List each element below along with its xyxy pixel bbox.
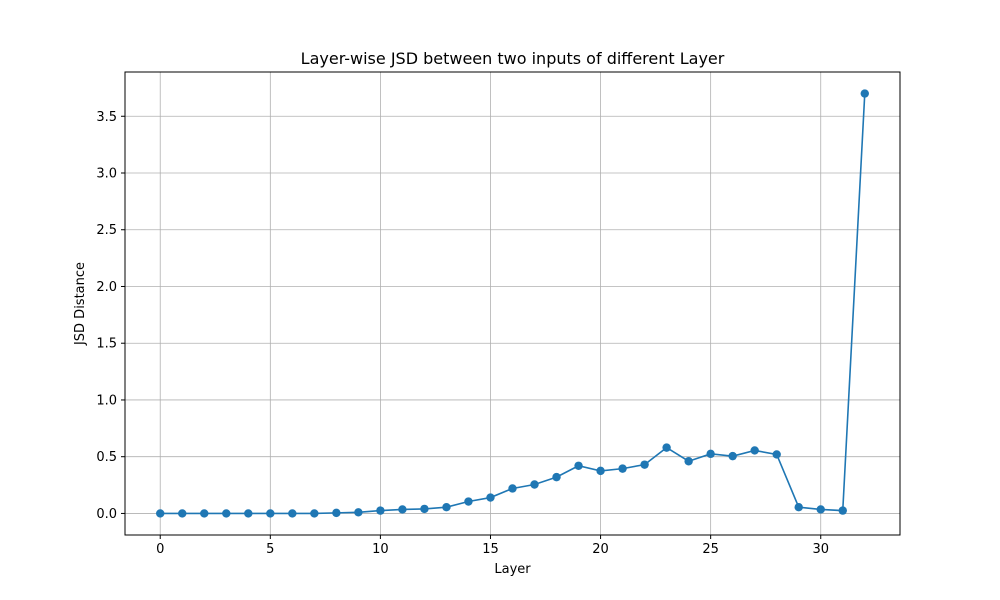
data-point [266,509,275,518]
y-tick-label: 2.5 [96,223,117,238]
data-point [574,461,583,470]
data-point [662,443,671,452]
data-point [442,502,451,512]
x-tick-label: 0 [156,542,164,557]
data-point [200,509,209,518]
data-point [508,484,517,493]
data-point [332,508,341,518]
y-tick-label: 3.0 [96,166,117,181]
x-tick-label: 10 [372,542,389,557]
data-point [596,466,605,476]
data-point [420,504,429,514]
data-point [398,505,407,514]
data-point [618,464,627,473]
chart-title: Layer-wise JSD between two inputs of dif… [301,49,725,68]
data-point [860,89,869,98]
data-point [376,506,385,515]
x-tick-label: 5 [266,542,274,557]
y-tick-label: 1.0 [96,393,117,408]
data-point [244,509,253,518]
data-point [816,505,825,514]
x-tick-label: 15 [482,542,499,557]
data-point [288,509,297,518]
data-point [794,502,803,512]
plot-frame [124,71,901,536]
data-point [728,451,737,461]
series-layer [156,89,869,518]
x-tick-label: 30 [812,542,829,557]
data-point [464,497,473,506]
x-axis-label: Layer [494,562,531,577]
series-line [160,93,866,515]
data-point [486,493,495,502]
data-point [530,480,539,489]
data-point [750,446,759,455]
data-point [354,508,363,517]
data-point [310,509,319,518]
y-tick-label: 0.0 [96,507,117,522]
y-tick-label: 0.5 [96,450,117,465]
grid [125,72,900,535]
data-point [178,509,187,518]
data-point [772,450,781,459]
data-point [640,460,649,469]
x-tick-label: 25 [702,542,719,557]
data-point [552,472,561,482]
data-point [222,509,231,518]
data-point [838,506,847,515]
y-tick-label: 1.5 [96,337,117,352]
data-point [684,457,693,466]
y-tick-label: 2.0 [96,280,117,295]
x-tick-label: 20 [592,542,609,557]
data-point [156,509,165,518]
y-tick-label: 3.5 [96,110,117,125]
data-point [706,449,715,459]
y-axis-label: JSD Distance [73,262,88,346]
ticks: 0 5 10 15 20 25 30 0.0 0.5 1.0 1.5 2.0 2.5 3.0 3.5 [96,110,829,557]
